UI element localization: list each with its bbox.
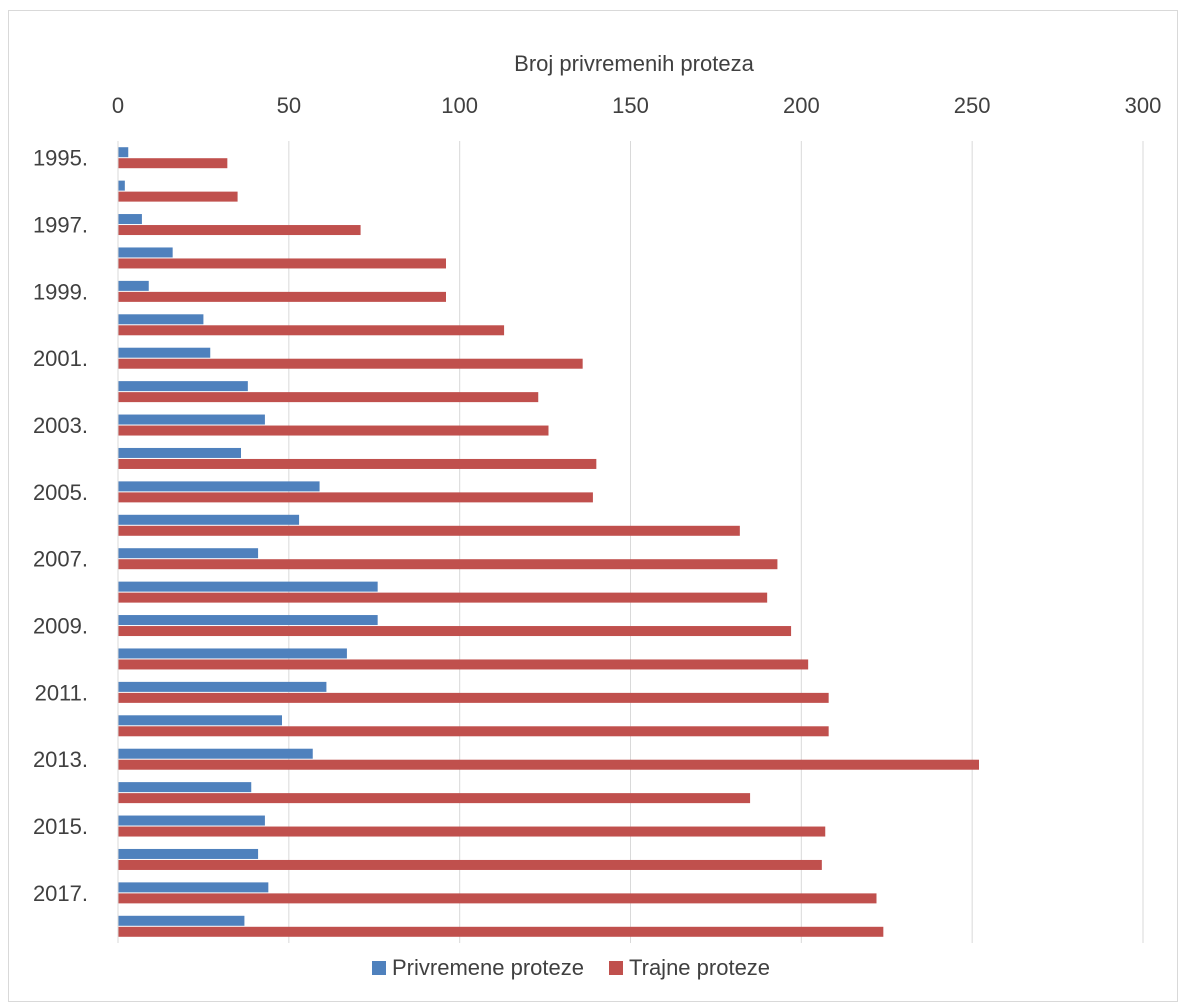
bar-trajne — [118, 191, 238, 202]
gridlines — [288, 141, 1144, 943]
bar-privremene — [118, 514, 300, 525]
bar-trajne — [118, 659, 809, 670]
chart-frame: 0 50 100 150 200 250 300 1995. 1997. 1999. 2001. 20… — [8, 10, 1178, 1002]
legend-label: Privremene proteze — [392, 955, 584, 980]
bar-privremene — [118, 314, 204, 325]
bar-privremene — [118, 414, 265, 425]
bar-trajne — [118, 692, 829, 703]
bar-trajne — [118, 158, 228, 169]
axes: 0 50 100 150 200 250 300 1995. 1997. 1999. 2001. 20… — [33, 93, 1161, 943]
bar-privremene — [118, 915, 245, 926]
bar-privremene — [118, 481, 320, 492]
bar-privremene — [118, 247, 173, 258]
x-axis-title: Broj privremenih proteza — [514, 51, 754, 76]
bar-trajne — [118, 893, 877, 904]
y-tick-label: 2011. — [35, 680, 88, 705]
bar-privremene — [118, 381, 248, 392]
bar-trajne — [118, 425, 549, 436]
bar-privremene — [118, 180, 125, 191]
x-tick-label: 250 — [954, 93, 991, 118]
bar-trajne — [118, 358, 583, 369]
x-tick-label: 0 — [112, 93, 124, 118]
bar-trajne — [118, 592, 768, 603]
bar-trajne — [118, 525, 740, 536]
x-tick-label: 150 — [612, 93, 649, 118]
bar-privremene — [118, 782, 252, 793]
y-tick-label: 1997. — [33, 213, 88, 238]
y-tick-label: 2003. — [33, 413, 88, 438]
bar-privremene — [118, 681, 327, 692]
x-tick-label: 200 — [783, 93, 820, 118]
bar-chart: 0 50 100 150 200 250 300 1995. 1997. 1999. 2001. 20… — [33, 51, 1161, 980]
legend-swatch — [609, 961, 623, 975]
bar-trajne — [118, 392, 539, 403]
bar-privremene — [118, 581, 378, 592]
bar-privremene — [118, 147, 129, 158]
bar-trajne — [118, 225, 361, 236]
bar-trajne — [118, 859, 822, 870]
bar-trajne — [118, 492, 593, 503]
bar-trajne — [118, 258, 446, 269]
bar-trajne — [118, 726, 829, 737]
bar-privremene — [118, 615, 378, 626]
bar-privremene — [118, 648, 347, 659]
y-tick-label: 1999. — [33, 279, 88, 304]
legend: Privremene proteze Trajne proteze — [372, 955, 770, 980]
bar-privremene — [118, 447, 241, 458]
y-tick-label: 1995. — [33, 146, 88, 171]
bar-privremene — [118, 882, 269, 893]
bar-privremene — [118, 715, 282, 726]
x-tick-label: 300 — [1125, 93, 1162, 118]
bar-trajne — [118, 626, 792, 637]
bar-trajne — [118, 926, 884, 937]
bar-trajne — [118, 759, 979, 770]
bar-privremene — [118, 214, 142, 225]
x-tick-label: 100 — [441, 93, 478, 118]
y-tick-label: 2017. — [33, 881, 88, 906]
bar-trajne — [118, 325, 505, 336]
bar-trajne — [118, 793, 751, 804]
bar-privremene — [118, 815, 265, 826]
x-tick-label: 50 — [277, 93, 301, 118]
bar-privremene — [118, 548, 259, 559]
bar-trajne — [118, 559, 778, 570]
bar-privremene — [118, 848, 259, 859]
y-tick-label: 2007. — [33, 547, 88, 572]
y-tick-label: 2013. — [33, 747, 88, 772]
bar-privremene — [118, 280, 149, 291]
y-tick-label: 2001. — [33, 346, 88, 371]
bar-trajne — [118, 291, 446, 302]
bar-trajne — [118, 458, 597, 469]
bar-trajne — [118, 826, 826, 837]
bars — [118, 147, 979, 937]
y-tick-label: 2015. — [33, 814, 88, 839]
y-tick-label: 2009. — [33, 614, 88, 639]
bar-privremene — [118, 347, 211, 358]
y-tick-label: 2005. — [33, 480, 88, 505]
legend-swatch — [372, 961, 386, 975]
bar-privremene — [118, 748, 313, 759]
legend-label: Trajne proteze — [629, 955, 770, 980]
